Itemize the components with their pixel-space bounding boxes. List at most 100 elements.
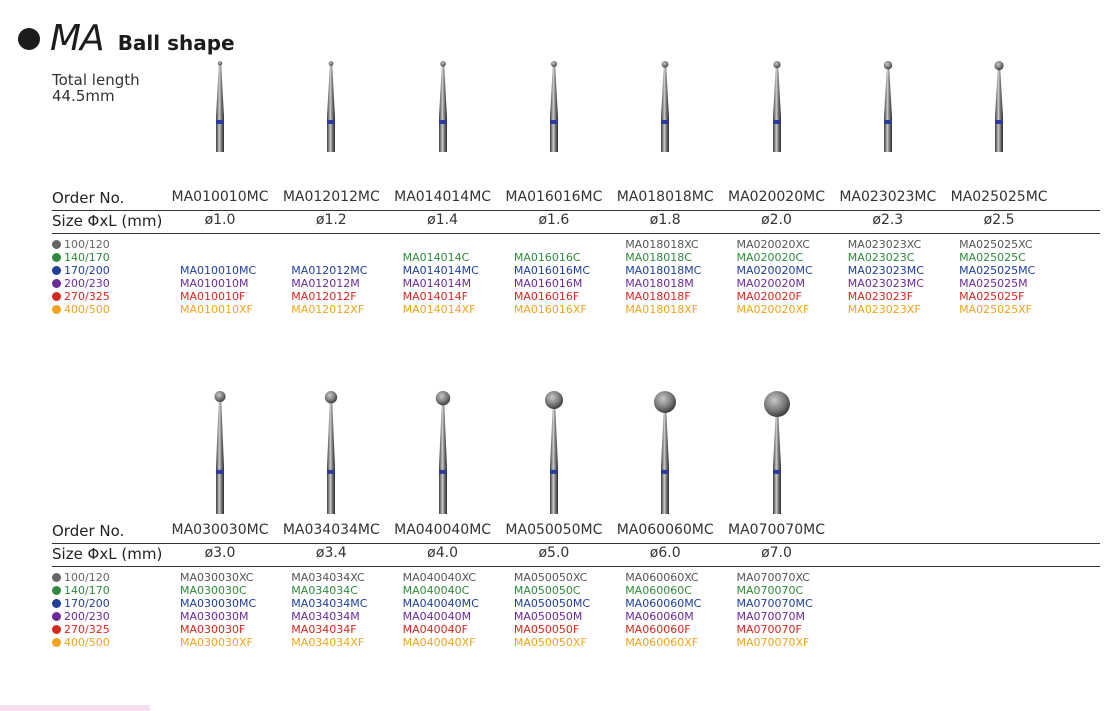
order-number: MA010010MC	[171, 189, 269, 205]
order-number: MA040040MC	[394, 522, 492, 538]
order-no-label: Order No.	[52, 189, 125, 207]
bur-image	[205, 60, 235, 152]
grit-code: MA023023C	[847, 251, 915, 264]
grit-code: MA016016M	[513, 277, 583, 290]
grit-code: MA050050F	[513, 623, 580, 636]
bur-image	[316, 60, 346, 152]
size-row: Size ΦxL (mm) ø1.0 ø1.2 ø1.4 ø1.6 ø1.8 ø2.0 ø2…	[52, 212, 1100, 234]
grit-code: MA070070XF	[736, 636, 810, 649]
size-value: ø3.0	[204, 545, 236, 561]
grit-label: 170/200	[64, 264, 110, 277]
grit-code: MA018018MC	[625, 264, 702, 277]
size-value: ø2.3	[872, 212, 904, 228]
shape-name: Ball shape	[117, 30, 235, 55]
grit-code: MA016016F	[513, 290, 580, 303]
grit-dot-icon	[52, 266, 61, 275]
grit-dot-icon	[52, 625, 61, 634]
grit-codes-column: MA034034XC MA034034C MA034034MC MA034034M MA…	[291, 571, 367, 649]
bur-images-row	[52, 60, 1100, 152]
size-value: ø1.0	[204, 212, 236, 228]
grit-code: MA070070XC	[736, 571, 810, 584]
grit-label: 270/325	[64, 623, 110, 636]
grit-code: MA014014C	[402, 251, 470, 264]
grit-label: 200/230	[64, 277, 110, 290]
grit-code: MA060060MC	[625, 597, 702, 610]
grit-code: MA018018XC	[625, 238, 699, 251]
grit-code: MA014014M	[402, 277, 472, 290]
series-code: MA	[50, 18, 105, 59]
grit-label: 270/325	[64, 290, 110, 303]
grit-code: MA010010M	[180, 277, 249, 290]
bur-image	[428, 60, 458, 152]
page-header: MA Ball shape	[18, 18, 235, 59]
grit-code: MA030030M	[180, 610, 249, 623]
bur-image	[650, 390, 680, 514]
grit-code: MA023023MC	[847, 264, 924, 277]
grit-code: MA020020XC	[736, 238, 810, 251]
grit-legend-item: 270/325	[52, 623, 110, 636]
grit-codes-column: MA010010MC MA010010M MA010010F MA010010XF	[180, 238, 256, 316]
grit-dot-icon	[52, 305, 61, 314]
grit-code: MA014014MC	[402, 264, 479, 277]
grit-code: MA016016XF	[513, 303, 587, 316]
grit-code: MA014014F	[402, 290, 468, 303]
order-number: MA050050MC	[505, 522, 603, 538]
total-length-value: 44.5mm	[52, 87, 115, 105]
grit-code	[403, 238, 479, 251]
grit-code: MA034034XC	[291, 571, 365, 584]
grit-code: MA023023F	[847, 290, 914, 303]
grit-code: MA023023XF	[847, 303, 921, 316]
grit-dot-icon	[52, 612, 61, 621]
total-length: Total length 44.5mm	[52, 72, 140, 104]
grit-dot-icon	[52, 292, 61, 301]
grit-code: MA060060C	[625, 584, 692, 597]
size-value: ø4.0	[427, 545, 459, 561]
grit-codes-column: MA018018XC MA018018C MA018018MC MA018018M MA…	[625, 238, 701, 316]
order-number: MA025025MC	[950, 189, 1048, 205]
grit-code: MA030030F	[180, 623, 246, 636]
grit-code: MA040040XC	[402, 571, 477, 584]
order-number: MA060060MC	[616, 522, 714, 538]
grit-code: MA040040C	[402, 584, 470, 597]
bur-images-row	[52, 390, 1100, 514]
divider	[52, 566, 1100, 567]
grit-code: MA020020XF	[736, 303, 810, 316]
grit-legend-item: 400/500	[52, 303, 110, 316]
bur-image	[873, 60, 903, 152]
size-value: ø2.5	[983, 212, 1015, 228]
section-large-balls: Order No. MA030030MC MA034034MC MA040040MC…	[52, 390, 1100, 680]
grit-code: MA018018F	[625, 290, 691, 303]
grit-code: MA018018M	[625, 277, 694, 290]
grit-label: 200/230	[64, 610, 110, 623]
grit-code: MA018018C	[625, 251, 692, 264]
order-no-label: Order No.	[52, 522, 125, 540]
grit-legend: 100/120 140/170 170/200 200/230 270/325 400/5…	[52, 571, 110, 649]
grit-code: MA050050XF	[513, 636, 587, 649]
grit-codes-column: MA014014C MA014014MC MA014014M MA014014F MA0…	[403, 238, 479, 316]
grit-code: MA034034XF	[291, 636, 365, 649]
grit-code: MA050050C	[513, 584, 581, 597]
grit-codes-column: MA020020XC MA020020C MA020020MC MA020020M MA…	[737, 238, 813, 316]
grit-label: 100/120	[64, 238, 110, 251]
bur-image	[984, 60, 1014, 152]
grit-code: MA030030MC	[180, 597, 257, 610]
order-number: MA020020MC	[728, 189, 825, 205]
order-number: MA014014MC	[394, 189, 492, 205]
order-number: MA030030MC	[171, 522, 269, 538]
grit-code: MA050050XC	[513, 571, 588, 584]
grit-legend-item: 170/200	[52, 264, 110, 277]
grit-code: MA060060F	[625, 623, 691, 636]
grit-codes-column: MA023023XC MA023023C MA023023MC MA023023MC M…	[848, 238, 924, 316]
order-number: MA016016MC	[505, 189, 603, 205]
grit-code: MA070070M	[736, 610, 806, 623]
grit-code: MA010010F	[180, 290, 246, 303]
grit-code: MA030030XC	[180, 571, 254, 584]
grit-label: 400/500	[64, 636, 110, 649]
grit-legend-item: 100/120	[52, 571, 110, 584]
grit-label: 170/200	[64, 597, 110, 610]
grit-code: MA023023XC	[847, 238, 922, 251]
grit-codes-column: MA040040XC MA040040C MA040040MC MA040040M MA…	[403, 571, 479, 649]
size-value: ø1.4	[427, 212, 459, 228]
divider	[52, 233, 1100, 234]
grit-code: MA060060XC	[625, 571, 699, 584]
